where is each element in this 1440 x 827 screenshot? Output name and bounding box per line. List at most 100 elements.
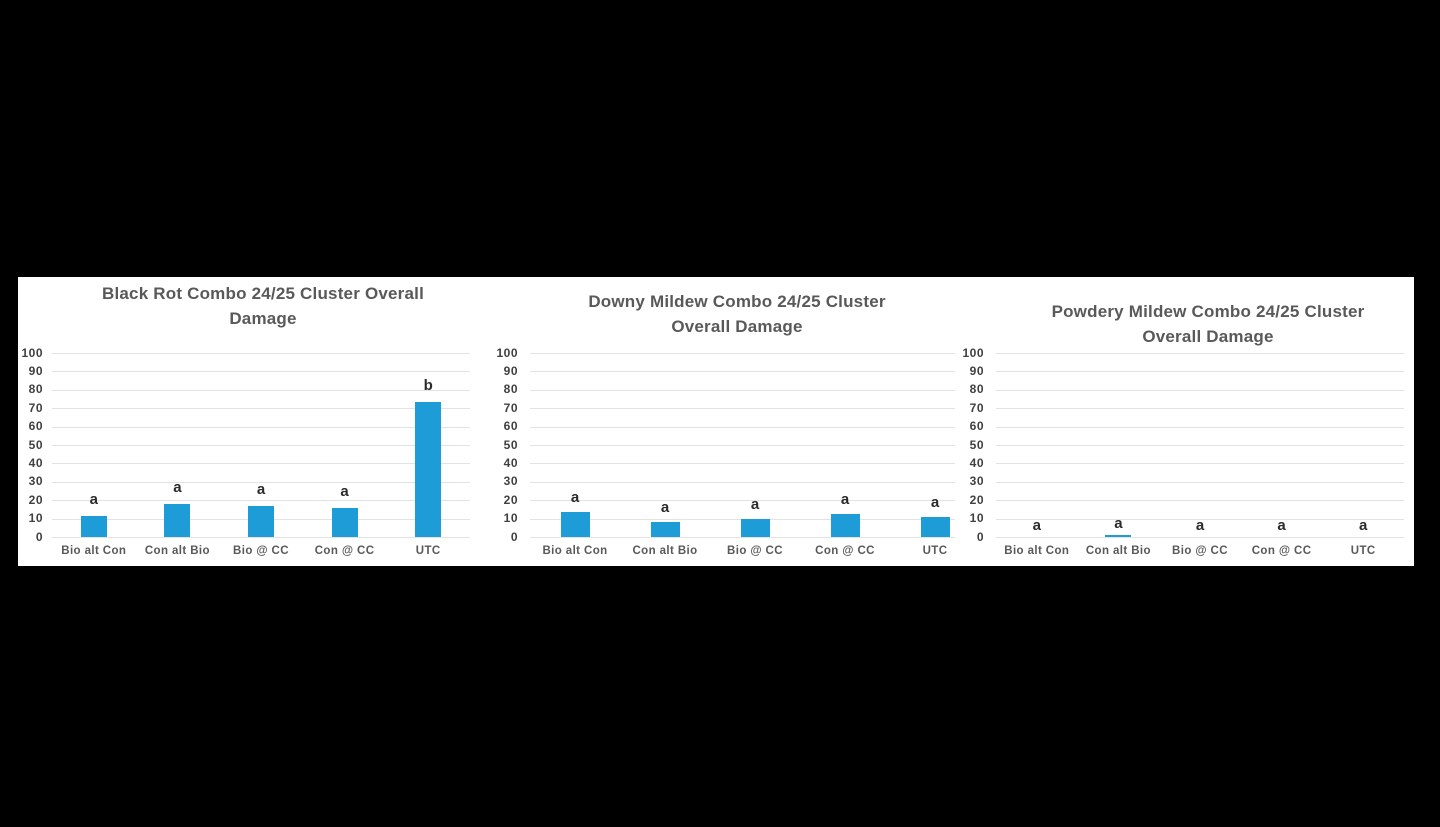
chart-title-line1: Powdery Mildew Combo 24/25 Cluster (1051, 302, 1365, 321)
gridline (996, 426, 1404, 428)
y-axis-tick-label: 10 (28, 511, 43, 526)
y-axis-tick-label: 70 (28, 400, 43, 415)
gridline (52, 426, 470, 428)
gridline (996, 518, 1404, 520)
y-axis-tick-label: 30 (28, 474, 43, 489)
y-axis-tick-label: 60 (503, 419, 518, 434)
gridline (530, 353, 955, 354)
gridline (530, 537, 955, 538)
bar-bio-cc (740, 519, 770, 537)
chart-title: Downy Mildew Combo 24/25 Cluster Overall… (487, 289, 987, 339)
x-axis-category-label: Bio alt Con (1004, 545, 1070, 557)
gridline (996, 408, 1404, 410)
x-axis-category-label: Con @ CC (1251, 545, 1312, 557)
y-axis-tick-label: 90 (969, 363, 984, 378)
gridline (996, 445, 1404, 446)
gridline (530, 371, 955, 373)
gridline (52, 537, 470, 538)
gridline (996, 500, 1404, 502)
x-axis-category-label: Con @ CC (815, 545, 875, 557)
chart-powdery-mildew: Powdery Mildew Combo 24/25 Cluster Overa… (958, 277, 1432, 566)
y-axis-tick-label: 80 (969, 382, 984, 397)
significance-letter: a (340, 483, 349, 500)
y-axis-tick-label: 100 (962, 345, 984, 360)
gridline (530, 445, 955, 446)
gridline (996, 481, 1404, 483)
gridline (996, 463, 1404, 465)
x-axis-category-label: Bio @ CC (233, 545, 289, 557)
x-axis-category-label: Bio @ CC (1172, 545, 1228, 557)
y-axis-tick-label: 40 (28, 455, 43, 470)
x-axis-category-label: Bio alt Con (61, 545, 127, 557)
bar-bio-alt-con (80, 516, 107, 537)
y-axis-tick-label: 50 (969, 437, 984, 452)
y-axis-tick-label: 40 (503, 455, 518, 470)
x-axis-category-label: Con alt Bio (144, 545, 210, 557)
y-axis-tick-label: 0 (976, 529, 984, 544)
gridline (996, 537, 1404, 538)
chart-black-rot: Black Rot Combo 24/25 Cluster Overall Da… (18, 277, 484, 566)
bar-bio-alt-con (560, 512, 590, 537)
y-axis-tick-label: 50 (28, 437, 43, 452)
significance-letter: a (173, 479, 182, 496)
bar-con-alt-bio (650, 522, 680, 537)
x-axis-category-label: UTC (415, 545, 441, 557)
y-axis-tick-label: 20 (28, 492, 43, 507)
gridline (52, 481, 470, 483)
bar-con-alt-bio (164, 504, 191, 537)
y-axis-tick-label: 30 (969, 474, 984, 489)
significance-letter: a (1114, 515, 1123, 532)
gridline (52, 353, 470, 354)
x-axis-category-label: Bio alt Con (542, 545, 608, 557)
chart-title-line2: Overall Damage (671, 317, 803, 336)
significance-letter: a (570, 489, 580, 506)
bar-con-cc (331, 508, 358, 537)
chart-title-line1: Downy Mildew Combo 24/25 Cluster (588, 292, 886, 311)
y-axis-tick-label: 30 (503, 474, 518, 489)
bar-con-alt-bio (1105, 535, 1132, 537)
x-axis-category-label: Con alt Bio (1085, 545, 1151, 557)
y-axis-tick-label: 50 (503, 437, 518, 452)
y-axis-tick-label: 0 (35, 529, 43, 544)
y-axis-tick-label: 60 (969, 419, 984, 434)
bar-utc (415, 402, 442, 537)
gridline (52, 408, 470, 410)
gridline (52, 500, 470, 502)
gridline (996, 353, 1404, 354)
y-axis-tick-label: 40 (969, 455, 984, 470)
y-axis-tick-label: 90 (503, 363, 518, 378)
gridline (530, 408, 955, 410)
bar-utc (920, 517, 950, 537)
y-axis-tick-label: 100 (21, 345, 43, 360)
y-axis-tick-label: 60 (28, 419, 43, 434)
significance-letter: a (750, 496, 760, 513)
gridline (530, 463, 955, 465)
significance-letter: a (840, 491, 850, 508)
charts-panel: Black Rot Combo 24/25 Cluster Overall Da… (18, 277, 1414, 566)
y-axis-tick-label: 0 (510, 529, 518, 544)
y-axis-tick-label: 10 (969, 511, 984, 526)
chart-title: Powdery Mildew Combo 24/25 Cluster Overa… (971, 299, 1440, 349)
y-axis-tick-label: 20 (503, 492, 518, 507)
x-axis-category-label: Con @ CC (314, 545, 375, 557)
gridline (52, 371, 470, 373)
y-axis-tick-label: 90 (28, 363, 43, 378)
chart-title-line1: Black Rot Combo 24/25 Cluster Overall (101, 284, 424, 303)
y-axis-tick-label: 70 (969, 400, 984, 415)
y-axis-tick-label: 10 (503, 511, 518, 526)
significance-letter: a (1277, 517, 1286, 534)
y-axis-tick-label: 80 (503, 382, 518, 397)
chart-title-line2: Damage (229, 309, 297, 328)
y-axis-tick-label: 20 (969, 492, 984, 507)
bar-con-cc (830, 514, 860, 537)
y-axis-tick-label: 100 (496, 345, 518, 360)
gridline (530, 481, 955, 483)
gridline (52, 463, 470, 465)
gridline (530, 389, 955, 391)
y-axis-tick-label: 70 (503, 400, 518, 415)
x-axis-category-label: Con alt Bio (632, 545, 698, 557)
significance-letter: b (423, 377, 433, 394)
gridline (996, 371, 1404, 373)
gridline (530, 426, 955, 428)
